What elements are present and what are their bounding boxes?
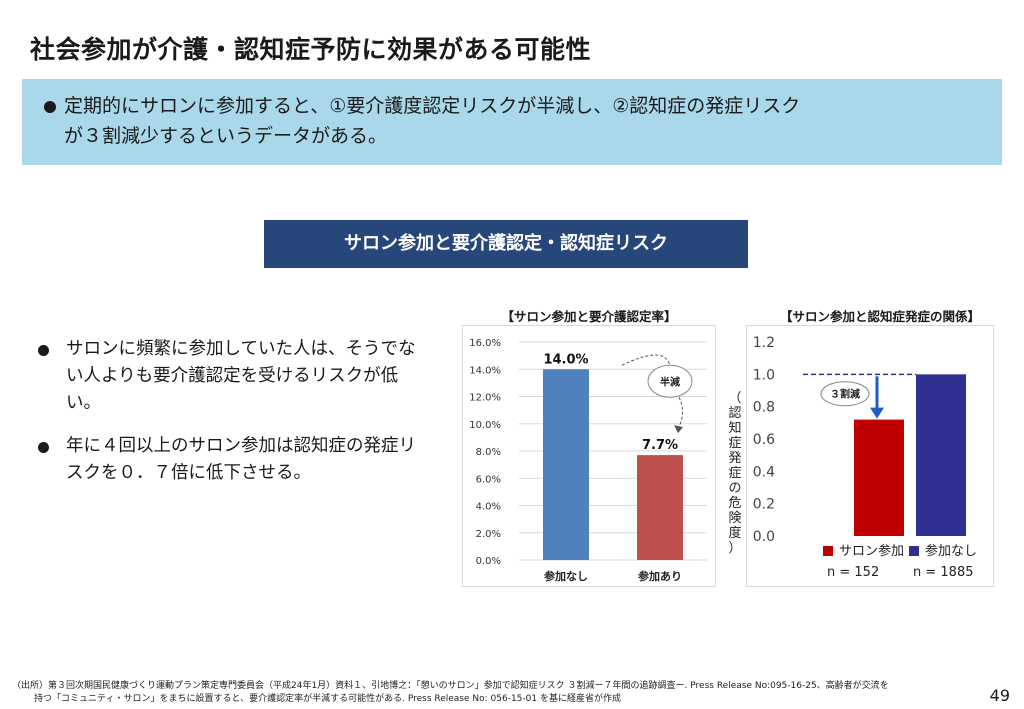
annotation-arrowhead bbox=[870, 407, 884, 419]
y-axis-label-char: ） bbox=[728, 541, 741, 556]
page-number: 49 bbox=[989, 686, 1010, 705]
banner-line1: 定期的にサロンに参加すると、①要介護度認定リスクが半減し、②認知症の発症リスク bbox=[64, 95, 801, 117]
annotation-label: 半減 bbox=[660, 375, 680, 388]
y-axis-label-char: 度 bbox=[728, 525, 741, 541]
y-tick-label: 0.6 bbox=[753, 432, 775, 448]
y-axis-label-char: 険 bbox=[728, 511, 741, 526]
bar bbox=[854, 419, 904, 536]
y-axis-label-char: 症 bbox=[728, 436, 741, 451]
y-tick-label: 6.0% bbox=[476, 474, 501, 485]
y-tick-label: 1.2 bbox=[753, 335, 775, 351]
y-tick-label: 0.4 bbox=[753, 464, 775, 480]
data-label: 7.7% bbox=[642, 438, 678, 453]
y-tick-label: 14.0% bbox=[469, 365, 501, 376]
bullet-dot bbox=[38, 442, 49, 453]
y-axis-label-char: 知 bbox=[728, 420, 741, 436]
y-tick-label: 0.2 bbox=[753, 497, 775, 513]
source-footer: （出所）第３回次期国民健康づくり運動プラン策定専門委員会（平成24年1月）資料１… bbox=[12, 680, 972, 706]
n-label: n = 152 bbox=[827, 565, 879, 580]
bullet-item: サロンに頻繁に参加していた人は、そうでない人よりも要介護認定を受けるリスクが低い… bbox=[38, 336, 428, 417]
y-tick-label: 0.0 bbox=[753, 529, 775, 545]
chart1-svg: 0.0% 2.0% 4.0% 6.0% 8.0% 10.0% 12.0% 14.0% 16.0%… bbox=[469, 338, 707, 583]
annotation-arrowhead bbox=[674, 425, 683, 434]
data-label: 14.0% bbox=[543, 352, 588, 367]
legend-label: サロン参加 bbox=[839, 543, 904, 559]
y-axis-label-char: の bbox=[728, 481, 741, 496]
chart1-title: 【サロン参加と要介護認定率】 bbox=[501, 309, 677, 324]
bullet-dot bbox=[44, 101, 56, 113]
summary-banner: 定期的にサロンに参加すると、①要介護度認定リスクが半減し、②認知症の発症リスク … bbox=[22, 79, 1002, 165]
footer-line2: 持つ「コミュニティ・サロン」をまちに設置すると、要介護認定率が半減する可能性があ… bbox=[34, 694, 621, 704]
x-tick-label: 参加なし bbox=[544, 569, 588, 583]
bullet-text: 年に４回以上のサロン参加は認知症の発症リスクを０．７倍に低下させる。 bbox=[66, 436, 416, 483]
y-tick-label: 0.8 bbox=[753, 400, 775, 416]
annotation-label: ３割減 bbox=[830, 388, 860, 401]
footer-line1: （出所）第３回次期国民健康づくり運動プラン策定専門委員会（平成24年1月）資料１… bbox=[12, 681, 889, 691]
y-tick-label: 0.0% bbox=[476, 556, 501, 567]
y-tick-label: 12.0% bbox=[469, 393, 501, 404]
page-title: 社会参加が介護・認知症予防に効果がある可能性 bbox=[30, 35, 592, 64]
bar bbox=[916, 374, 966, 536]
bullet-list: サロンに頻繁に参加していた人は、そうでない人よりも要介護認定を受けるリスクが低い… bbox=[38, 336, 428, 503]
chart2-title: 【サロン参加と認知症発症の関係】 bbox=[779, 309, 980, 324]
y-tick-label: 16.0% bbox=[469, 338, 501, 349]
bar bbox=[543, 369, 589, 560]
x-tick-label: 参加あり bbox=[638, 569, 682, 583]
bullet-text: サロンに頻繁に参加していた人は、そうでない人よりも要介護認定を受けるリスクが低い… bbox=[66, 339, 416, 413]
y-axis-label-char: 発 bbox=[728, 451, 741, 466]
y-tick-label: 10.0% bbox=[469, 420, 501, 431]
section-title: サロン参加と要介護認定・認知症リスク bbox=[264, 220, 748, 268]
banner-line2: が３割減少するというデータがある。 bbox=[64, 125, 388, 147]
n-label: n = 1885 bbox=[913, 565, 973, 580]
y-axis-label-char: （ bbox=[728, 391, 741, 406]
y-axis-label-char: 症 bbox=[728, 466, 741, 481]
y-axis-label-char: 危 bbox=[728, 496, 741, 511]
chart1-frame: 0.0% 2.0% 4.0% 6.0% 8.0% 10.0% 12.0% 14.0% 16.0%… bbox=[462, 325, 716, 587]
annotation-bubble bbox=[647, 364, 693, 398]
bullet-dot bbox=[38, 345, 49, 356]
y-tick-label: 2.0% bbox=[476, 529, 501, 540]
y-tick-label: 8.0% bbox=[476, 447, 501, 458]
y-tick-label: 4.0% bbox=[476, 502, 501, 513]
legend-label: 参加なし bbox=[925, 543, 977, 559]
legend-swatch bbox=[909, 546, 919, 556]
y-axis-label-char: 認 bbox=[728, 405, 741, 421]
y-tick-label: 1.0 bbox=[753, 367, 775, 383]
annotation-bubble bbox=[820, 381, 870, 407]
legend-swatch bbox=[823, 546, 833, 556]
bullet-item: 年に４回以上のサロン参加は認知症の発症リスクを０．７倍に低下させる。 bbox=[38, 433, 428, 487]
chart2-frame: 0.0 0.2 0.4 0.6 0.8 1.0 1.2 ３割減サロン参加 n = 152 参加なし… bbox=[746, 325, 994, 587]
bar bbox=[637, 455, 683, 560]
